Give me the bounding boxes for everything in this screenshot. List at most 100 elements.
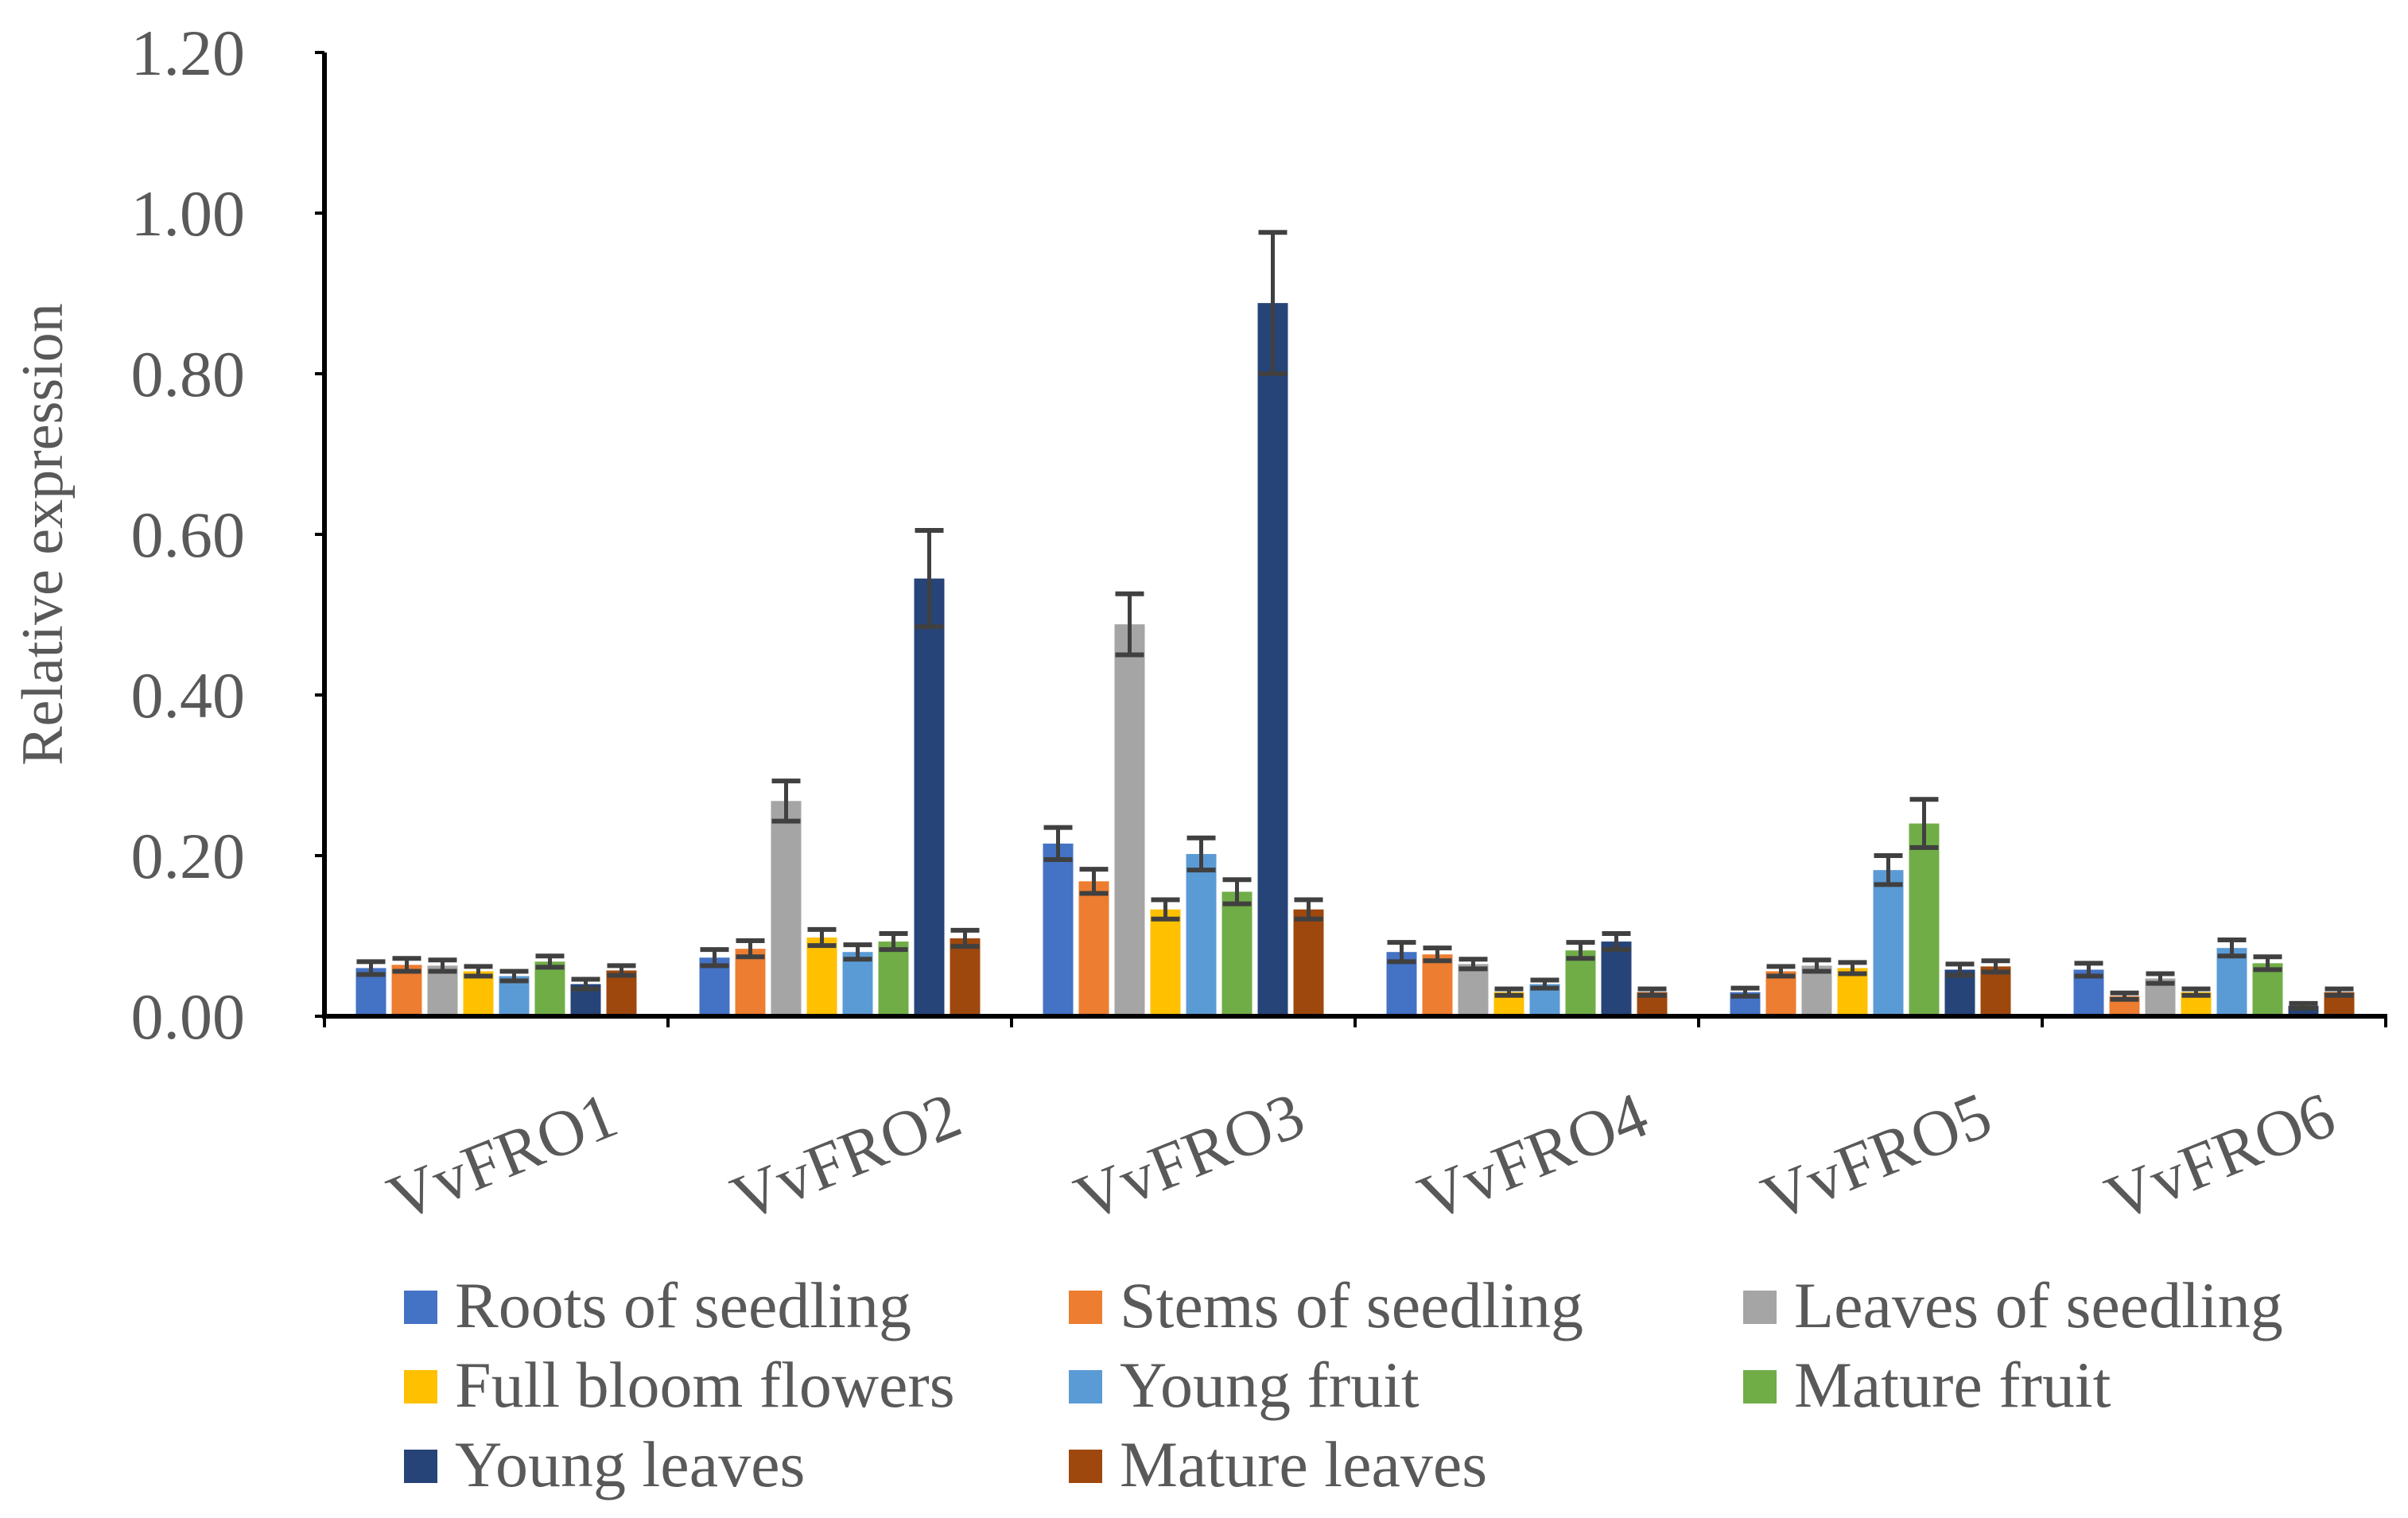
y-tick-label: 1.20 bbox=[131, 17, 246, 89]
legend-swatch bbox=[1743, 1291, 1777, 1324]
error-bar bbox=[1115, 591, 1144, 658]
error-bar bbox=[807, 926, 837, 949]
bar-vvfro3-series-1 bbox=[1043, 843, 1074, 1016]
bar-vvfro6-series-5 bbox=[2216, 948, 2247, 1016]
error-bar bbox=[1566, 940, 1595, 961]
y-tick-label: 0.40 bbox=[131, 659, 246, 732]
error-bar bbox=[1494, 986, 1524, 998]
legend-item: Young leaves bbox=[404, 1428, 805, 1501]
bar-vvfro3-series-6 bbox=[1221, 891, 1253, 1016]
error-bar bbox=[1766, 964, 1796, 979]
bar-vvfro1-series-6 bbox=[534, 961, 565, 1016]
error-bar bbox=[2110, 990, 2139, 1002]
category-label-vvfro4: VvFRO4 bbox=[1408, 1078, 1657, 1235]
error-bar bbox=[1294, 897, 1323, 922]
legend-item: Mature leaves bbox=[1069, 1428, 1487, 1501]
error-bar bbox=[1874, 853, 1903, 887]
legend-label: Young leaves bbox=[455, 1428, 805, 1501]
axes-layer bbox=[322, 52, 2387, 1019]
error-bars-layer bbox=[356, 230, 2354, 1011]
legend-swatch bbox=[1743, 1370, 1777, 1403]
legend-label: Leaves of seedling bbox=[1794, 1269, 2283, 1341]
error-bar bbox=[2289, 1000, 2318, 1011]
error-bar bbox=[1187, 835, 1216, 873]
error-bar bbox=[2324, 986, 2354, 998]
legend-swatch bbox=[1069, 1450, 1102, 1483]
error-bar bbox=[1043, 825, 1073, 863]
bar-vvfro1-series-3 bbox=[427, 965, 458, 1016]
bar-vvfro2-series-2 bbox=[735, 949, 766, 1016]
error-bar bbox=[356, 959, 386, 977]
bar-vvfro5-series-8 bbox=[1980, 966, 2011, 1016]
error-bar bbox=[950, 927, 980, 949]
y-tick-label: 0.60 bbox=[131, 499, 246, 571]
legend-item: Stems of seedling bbox=[1069, 1269, 1583, 1341]
error-bar bbox=[1802, 957, 1831, 974]
error-bar bbox=[879, 930, 908, 953]
bar-vvfro2-series-8 bbox=[950, 938, 981, 1016]
error-bar bbox=[1222, 877, 1252, 907]
error-bar bbox=[736, 938, 765, 960]
legend-item: Mature fruit bbox=[1743, 1349, 2111, 1421]
error-bar bbox=[499, 969, 529, 984]
error-bar bbox=[2217, 938, 2247, 959]
bar-vvfro5-series-6 bbox=[1909, 823, 1940, 1016]
error-bar bbox=[464, 964, 493, 979]
y-tick-label: 1.00 bbox=[131, 177, 246, 250]
y-tick-labels: 0.00 0.20 0.40 0.60 0.80 1.00 1.20 bbox=[131, 17, 324, 1053]
error-bar bbox=[1258, 230, 1288, 376]
error-bar bbox=[2253, 954, 2282, 973]
error-bar bbox=[1945, 961, 1975, 978]
error-bar bbox=[1079, 867, 1109, 896]
category-label-vvfro1: VvFRO1 bbox=[378, 1078, 627, 1235]
category-label-vvfro5: VvFRO5 bbox=[1752, 1078, 2001, 1235]
error-bar bbox=[1838, 960, 1867, 976]
bar-vvfro4-series-3 bbox=[1458, 964, 1489, 1016]
bar-vvfro2-series-4 bbox=[806, 938, 837, 1016]
bar-vvfro5-series-3 bbox=[1801, 965, 1832, 1016]
category-label-vvfro6: VvFRO6 bbox=[2095, 1078, 2344, 1235]
category-labels: VvFRO1 VvFRO2 VvFRO3 VvFRO4 VvFRO5 VvFRO6 bbox=[378, 1078, 2344, 1235]
y-tick-label: 0.00 bbox=[131, 980, 246, 1053]
error-bar bbox=[1909, 797, 1939, 850]
legend-item: Young fruit bbox=[1069, 1349, 1420, 1421]
bar-vvfro1-series-4 bbox=[463, 971, 494, 1016]
legend-item: Leaves of seedling bbox=[1743, 1269, 2283, 1341]
legend-label: Mature leaves bbox=[1120, 1428, 1487, 1501]
legend: Roots of seedling Stems of seedling Leave… bbox=[404, 1269, 2283, 1501]
error-bar bbox=[1602, 930, 1631, 953]
bar-vvfro6-series-6 bbox=[2252, 963, 2283, 1016]
bar-vvfro2-series-6 bbox=[878, 941, 909, 1016]
bar-vvfro3-series-8 bbox=[1293, 909, 1324, 1016]
legend-label: Roots of seedling bbox=[455, 1269, 911, 1341]
bars-layer bbox=[355, 303, 2355, 1016]
error-bar bbox=[428, 957, 457, 974]
bar-vvfro5-series-2 bbox=[1765, 971, 1796, 1016]
legend-label: Stems of seedling bbox=[1120, 1269, 1583, 1341]
legend-swatch bbox=[1069, 1291, 1102, 1324]
legend-swatch bbox=[1069, 1370, 1102, 1403]
legend-item: Roots of seedling bbox=[404, 1269, 911, 1341]
error-bar bbox=[700, 947, 729, 969]
legend-label: Mature fruit bbox=[1794, 1349, 2111, 1421]
error-bar bbox=[1458, 957, 1488, 972]
bar-vvfro4-series-7 bbox=[1601, 941, 1632, 1016]
error-bar bbox=[571, 976, 600, 992]
legend-swatch bbox=[404, 1450, 437, 1483]
error-bar bbox=[1730, 985, 1760, 999]
y-axis-label: Relative expression bbox=[10, 303, 76, 766]
category-label-vvfro3: VvFRO3 bbox=[1065, 1078, 1314, 1235]
error-bar bbox=[1637, 986, 1667, 998]
error-bar bbox=[915, 527, 944, 630]
bar-vvfro2-series-7 bbox=[914, 578, 945, 1016]
bar-vvfro3-series-2 bbox=[1078, 881, 1109, 1016]
bar-vvfro3-series-7 bbox=[1257, 303, 1288, 1016]
bar-vvfro3-series-5 bbox=[1186, 853, 1217, 1016]
bar-vvfro3-series-4 bbox=[1150, 909, 1181, 1016]
legend-label: Full bloom flowers bbox=[455, 1349, 955, 1421]
error-bar bbox=[1423, 945, 1452, 964]
error-bar bbox=[607, 963, 636, 978]
error-bar bbox=[2181, 986, 2211, 998]
